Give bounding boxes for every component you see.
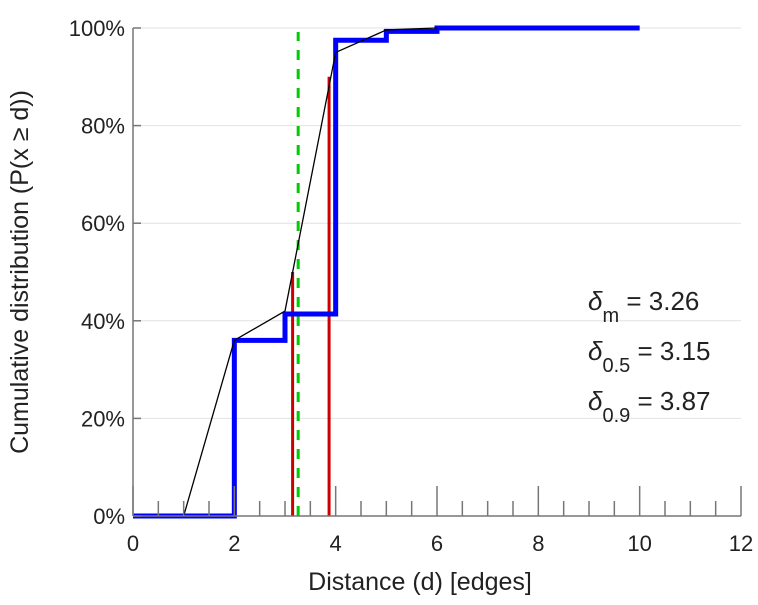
x-tick-label: 6 [431,531,443,556]
y-tick-label: 20% [81,406,125,431]
empirical-step-series [133,25,640,519]
x-tick-label: 4 [330,531,342,556]
y-tick-label: 100% [69,16,125,41]
x-tick-label: 8 [532,531,544,556]
y-tick-label: 0% [93,504,125,529]
series [133,25,640,519]
annotations: δm = 3.26 δ0.5 = 3.15 δ0.9 = 3.87 [588,286,711,427]
stat-annotation: δ0.5 = 3.15 [588,336,711,377]
x-axis-label: Distance (d) [edges] [308,568,532,596]
x-tick-label: 0 [127,531,139,556]
y-axis-label: Cumulative distribution (P(x ≥ d)) [6,90,34,454]
x-tick-label: 10 [627,531,651,556]
stat-annotation: δm = 3.26 [588,286,699,327]
y-tick-label: 80% [81,114,125,139]
reference-lines [291,32,331,516]
x-tick-label: 2 [228,531,240,556]
y-tick-label: 40% [81,309,125,334]
interpolated-series [183,27,438,517]
stat-annotation: δ0.9 = 3.87 [588,386,711,427]
y-tick-label: 60% [81,211,125,236]
axes: 0% 20% 40% 60% 80% 100% 0 2 4 6 8 10 12 [69,16,754,556]
x-tick-label: 12 [729,531,753,556]
